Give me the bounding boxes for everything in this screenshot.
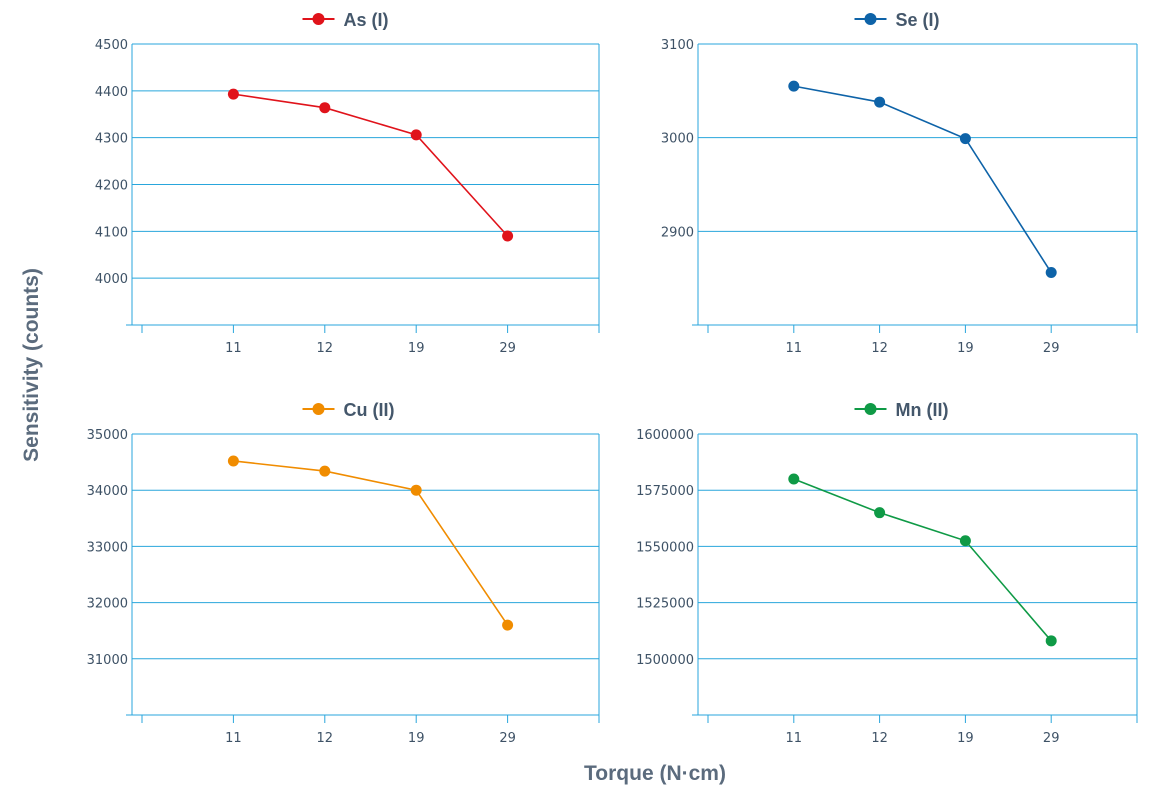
y-tick-label: 32000: [87, 597, 128, 612]
x-tick-label: 19: [957, 341, 974, 356]
data-point: [959, 535, 971, 547]
x-tick-label: 11: [786, 341, 803, 356]
x-tick-label: 12: [871, 731, 888, 746]
y-axis-title: Sensitivity (counts): [20, 268, 43, 462]
data-point: [319, 102, 331, 114]
legend-marker: [864, 13, 877, 25]
y-tick-label: 1575000: [636, 484, 694, 499]
data-point: [1045, 635, 1057, 647]
data-point: [788, 473, 800, 485]
chart-panel: 31000 32000 33000 34000 35000 11 12 19 29 Cu (II): [87, 400, 600, 746]
x-tick-label: 29: [499, 341, 516, 356]
x-tick-label: 29: [1043, 341, 1060, 356]
data-point: [874, 96, 886, 108]
data-point: [502, 230, 514, 242]
chart-panel: 1500000 1525000 1550000 1575000 1600000 11 12 1…: [636, 400, 1138, 746]
legend-marker: [312, 403, 325, 415]
y-tick-label: 3000: [661, 132, 694, 147]
y-tick-label: 1550000: [636, 540, 694, 555]
x-tick-label: 12: [317, 341, 334, 356]
legend-label: As (I): [344, 10, 389, 30]
series-line: [233, 460, 509, 626]
data-point: [410, 484, 422, 496]
data-point: [788, 80, 800, 92]
y-tick-label: 4000: [95, 272, 128, 287]
chart-panel: 2900 3000 3100 11 12 19 29 Se (I): [661, 10, 1138, 356]
y-tick-label: 4200: [95, 179, 128, 194]
y-tick-label: 4500: [95, 38, 128, 53]
x-tick-label: 11: [786, 731, 803, 746]
data-point: [959, 133, 971, 145]
y-tick-label: 1525000: [636, 597, 694, 612]
y-tick-label: 1600000: [636, 428, 694, 443]
x-tick-label: 29: [1043, 731, 1060, 746]
data-point: [1045, 267, 1057, 279]
y-tick-label: 35000: [87, 428, 128, 443]
legend-label: Mn (II): [896, 400, 949, 420]
legend-marker: [864, 403, 877, 415]
chart-panel: 4000 4100 4200 4300 4400 4500 11 12 19 29 As (I): [95, 10, 600, 356]
series-line: [233, 93, 509, 237]
y-tick-label: 1500000: [636, 653, 694, 668]
chart-panels: 4000 4100 4200 4300 4400 4500 11 12 19 29 As (I) 29…: [87, 10, 1138, 746]
x-tick-label: 19: [408, 731, 425, 746]
data-point: [319, 465, 331, 477]
data-point: [227, 455, 239, 467]
y-tick-label: 31000: [87, 653, 128, 668]
legend-label: Cu (II): [344, 400, 395, 420]
y-tick-label: 4400: [95, 85, 128, 100]
y-tick-label: 4100: [95, 225, 128, 240]
x-tick-label: 11: [225, 341, 242, 356]
x-axis-title: Torque (N·cm): [584, 762, 726, 785]
y-tick-label: 2900: [661, 225, 694, 240]
data-point: [410, 129, 422, 141]
legend-marker: [312, 13, 325, 25]
y-tick-label: 33000: [87, 540, 128, 555]
data-point: [227, 88, 239, 100]
x-tick-label: 19: [957, 731, 974, 746]
legend-label: Se (I): [896, 10, 940, 30]
x-tick-label: 19: [408, 341, 425, 356]
x-tick-label: 11: [225, 731, 242, 746]
x-tick-label: 12: [871, 341, 888, 356]
series-line: [793, 85, 1052, 273]
y-tick-label: 34000: [87, 484, 128, 499]
x-tick-label: 29: [499, 731, 516, 746]
data-point: [502, 619, 514, 631]
data-point: [874, 507, 886, 519]
y-tick-label: 4300: [95, 132, 128, 147]
x-tick-label: 12: [317, 731, 334, 746]
y-tick-label: 3100: [661, 38, 694, 53]
series-line: [793, 478, 1052, 642]
